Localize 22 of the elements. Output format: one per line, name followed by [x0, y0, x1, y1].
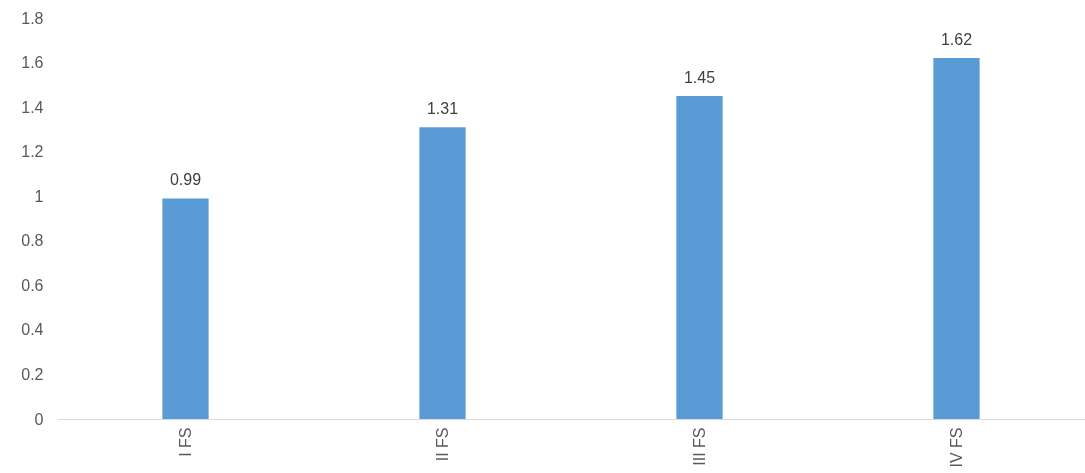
- data-label: 0.99: [169, 171, 202, 189]
- x-tick-label: IV FS: [947, 427, 965, 468]
- y-tick-label: 1.2: [21, 143, 44, 161]
- y-tick-label: 1.6: [21, 54, 44, 72]
- data-label: 1.31: [426, 100, 459, 118]
- x-tick-label: III FS: [690, 427, 708, 466]
- y-tick-label: 1.8: [21, 9, 44, 27]
- y-tick-label: 0.2: [21, 365, 44, 383]
- y-tick-label: 0.8: [21, 232, 44, 250]
- x-tick-label: I FS: [176, 427, 194, 457]
- bar: [933, 58, 980, 419]
- y-tick-label: 0.6: [21, 276, 44, 294]
- data-label: 1.62: [940, 31, 973, 49]
- y-tick-label: 1: [34, 187, 44, 205]
- x-tick-label: II FS: [433, 427, 451, 462]
- y-tick-label: 1.4: [21, 98, 44, 116]
- bar: [162, 198, 209, 419]
- bar: [419, 127, 466, 419]
- bar: [676, 95, 723, 419]
- y-tick-label: 0: [34, 410, 44, 428]
- data-label: 1.45: [683, 68, 716, 86]
- y-tick-label: 0.4: [21, 321, 44, 339]
